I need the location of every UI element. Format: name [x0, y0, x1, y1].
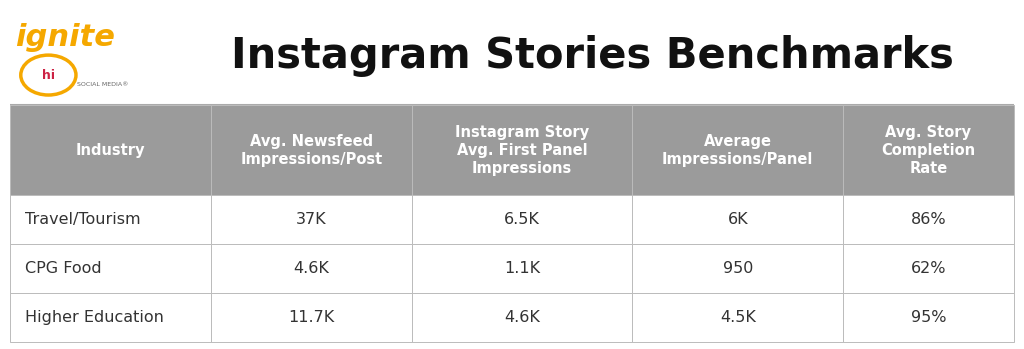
- Text: Higher Education: Higher Education: [26, 310, 164, 325]
- FancyBboxPatch shape: [211, 105, 412, 195]
- FancyBboxPatch shape: [10, 195, 211, 244]
- FancyBboxPatch shape: [843, 105, 1014, 195]
- Text: 4.6K: 4.6K: [504, 310, 540, 325]
- Text: 1.1K: 1.1K: [504, 261, 540, 276]
- Text: 4.6K: 4.6K: [293, 261, 330, 276]
- FancyBboxPatch shape: [211, 244, 412, 293]
- Text: SOCIAL MEDIA®: SOCIAL MEDIA®: [77, 82, 128, 87]
- Text: ignite: ignite: [15, 23, 116, 52]
- Text: Average
Impressions/Panel: Average Impressions/Panel: [663, 134, 813, 167]
- Text: Instagram Story
Avg. First Panel
Impressions: Instagram Story Avg. First Panel Impress…: [455, 125, 589, 176]
- FancyBboxPatch shape: [843, 244, 1014, 293]
- Text: 86%: 86%: [910, 212, 946, 227]
- Text: 11.7K: 11.7K: [288, 310, 335, 325]
- Text: 6K: 6K: [727, 212, 749, 227]
- Text: hi: hi: [42, 68, 55, 82]
- FancyBboxPatch shape: [10, 105, 211, 195]
- Text: Industry: Industry: [76, 143, 145, 158]
- Text: 950: 950: [723, 261, 753, 276]
- Text: CPG Food: CPG Food: [26, 261, 102, 276]
- FancyBboxPatch shape: [633, 244, 843, 293]
- FancyBboxPatch shape: [10, 244, 211, 293]
- FancyBboxPatch shape: [633, 293, 843, 342]
- FancyBboxPatch shape: [843, 293, 1014, 342]
- FancyBboxPatch shape: [211, 195, 412, 244]
- Text: Travel/Tourism: Travel/Tourism: [26, 212, 141, 227]
- FancyBboxPatch shape: [412, 244, 633, 293]
- FancyBboxPatch shape: [412, 293, 633, 342]
- FancyBboxPatch shape: [633, 105, 843, 195]
- FancyBboxPatch shape: [412, 105, 633, 195]
- FancyBboxPatch shape: [412, 195, 633, 244]
- Text: 95%: 95%: [910, 310, 946, 325]
- Text: Avg. Newsfeed
Impressions/Post: Avg. Newsfeed Impressions/Post: [241, 134, 382, 167]
- Text: 6.5K: 6.5K: [504, 212, 540, 227]
- FancyBboxPatch shape: [843, 195, 1014, 244]
- FancyBboxPatch shape: [10, 293, 211, 342]
- FancyBboxPatch shape: [211, 293, 412, 342]
- Text: 37K: 37K: [296, 212, 327, 227]
- Text: Avg. Story
Completion
Rate: Avg. Story Completion Rate: [882, 125, 976, 176]
- Text: Instagram Stories Benchmarks: Instagram Stories Benchmarks: [230, 35, 953, 77]
- Text: 4.5K: 4.5K: [720, 310, 756, 325]
- FancyBboxPatch shape: [633, 195, 843, 244]
- Text: 62%: 62%: [910, 261, 946, 276]
